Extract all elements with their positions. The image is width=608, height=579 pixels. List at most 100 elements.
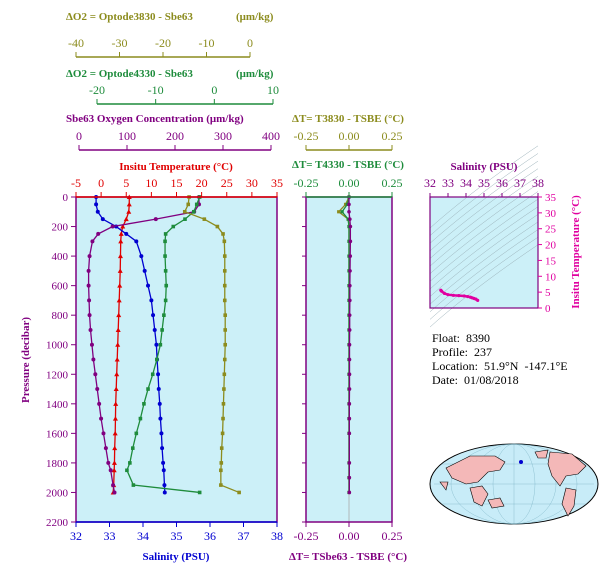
data-point-o2_4330 <box>131 483 136 487</box>
temperature-tick-label: 0 <box>98 176 104 190</box>
o2-4330-tick-label: 0 <box>211 83 217 97</box>
delta-t-point <box>347 416 352 421</box>
ts-temperature-tick-label: 35 <box>545 192 557 204</box>
pressure-tick-label: 1600 <box>46 428 69 440</box>
delta-t-point <box>347 357 352 362</box>
ts-point <box>466 294 470 299</box>
ts-isopycnal <box>429 236 539 320</box>
ts-salinity-tick-label: 35 <box>478 176 490 190</box>
o2-3830-tick-label: -40 <box>68 36 84 50</box>
data-point-temperature <box>112 416 118 421</box>
ts-salinity-tick-label: 37 <box>514 176 526 190</box>
data-point-sbe63 <box>111 483 116 488</box>
data-point-sbe63 <box>112 490 117 495</box>
data-point-sbe63 <box>153 217 158 222</box>
ts-temperature-tick-label: 5 <box>545 287 551 299</box>
data-point-salinity <box>142 268 147 273</box>
data-point-salinity <box>156 387 161 392</box>
data-point-temperature <box>126 209 132 214</box>
data-point-o2_4330 <box>171 224 176 229</box>
delta-t-point <box>347 313 352 317</box>
profile-date: Date: 01/08/2018 <box>432 373 519 387</box>
delta-t-point <box>348 239 353 244</box>
data-point-temperature <box>114 357 120 362</box>
salinity-tick-label: 32 <box>70 529 82 543</box>
pressure-tick-label: 800 <box>52 310 69 322</box>
salinity-axis-label: Salinity (PSU) <box>143 551 210 563</box>
data-point-salinity <box>139 254 144 259</box>
data-point-o2_4330 <box>158 342 163 347</box>
ts-salinity-axis-label: Salinity (PSU) <box>451 161 518 173</box>
salinity-tick-label: 37 <box>238 529 250 543</box>
o2-3830-tick-label: -30 <box>112 36 128 50</box>
data-point-salinity <box>124 231 129 236</box>
data-point-temperature <box>118 231 124 236</box>
dt-4330-tick-label: -0.25 <box>294 176 319 190</box>
data-point-o2_4330 <box>164 283 169 288</box>
pressure-tick-label: 600 <box>52 281 69 293</box>
o2-3830-tick-label: 0 <box>247 36 253 50</box>
data-point-salinity <box>100 217 105 222</box>
delta-t-point <box>348 217 352 221</box>
ts-salinity-tick-label: 33 <box>442 176 454 190</box>
sbe63-axis-label: Sbe63 Oxygen Concentration (μm/kg) <box>66 113 244 125</box>
data-point-o2_3830 <box>202 217 207 221</box>
data-point-o2_4330 <box>155 357 159 362</box>
data-point-sbe63 <box>95 387 100 392</box>
sbe63-tick-label: 300 <box>214 129 232 143</box>
temperature-tick-label: 35 <box>271 176 283 190</box>
data-point-o2_3830 <box>222 372 227 377</box>
data-point-o2_4330 <box>138 416 143 421</box>
data-point-temperature <box>117 268 123 273</box>
o2-4330-axis-unit: (μm/kg) <box>236 68 274 80</box>
pressure-tick-label: 400 <box>52 251 69 263</box>
ts-point <box>440 289 444 293</box>
delta-t-point <box>348 254 353 258</box>
temperature-tick-label: 25 <box>221 176 233 190</box>
data-point-temperature <box>123 216 129 222</box>
float-id: Float: 8390 <box>432 331 491 345</box>
ts-isopycnal <box>429 176 539 259</box>
ts-isopycnal <box>429 221 539 305</box>
data-point-sbe63 <box>101 431 106 436</box>
data-point-sbe63 <box>86 268 91 273</box>
data-point-salinity <box>95 209 100 214</box>
data-point-o2_3830 <box>223 342 228 347</box>
data-point-temperature <box>117 253 123 259</box>
dt-sbe63-tick-label: 0.25 <box>382 529 403 543</box>
data-point-sbe63 <box>91 357 96 362</box>
ts-salinity-tick-label: 34 <box>460 176 472 190</box>
data-point-sbe63 <box>110 224 115 229</box>
delta-t-point <box>347 402 352 406</box>
dt-4330-axis-label: ΔT= T4330 - TSBE (°C) <box>292 159 404 171</box>
ts-isopycnal <box>429 198 539 282</box>
delta-t-point <box>347 461 352 465</box>
ts-salinity-tick-label: 36 <box>496 176 508 190</box>
data-point-temperature <box>116 312 122 318</box>
temperature-tick-label: 30 <box>246 176 258 190</box>
delta-t-point <box>337 210 341 214</box>
data-point-o2_4330 <box>142 402 146 406</box>
data-point-temperature <box>115 342 121 347</box>
data-point-o2_3830 <box>221 232 225 236</box>
data-point-o2_3830 <box>221 402 226 406</box>
delta-t-point <box>347 490 352 495</box>
data-point-o2_3830 <box>222 239 227 244</box>
dt-4330-tick-label: 0.00 <box>339 176 360 190</box>
delta-t-point <box>347 475 352 480</box>
delta-t-point <box>347 209 351 214</box>
pressure-tick-label: 2000 <box>46 487 69 499</box>
data-point-o2_3830 <box>223 313 228 317</box>
data-point-sbe63 <box>99 416 104 421</box>
data-point-o2_4330 <box>163 232 168 236</box>
data-point-o2_4330 <box>163 298 168 303</box>
pressure-tick-label: 1200 <box>46 369 69 381</box>
data-point-salinity <box>154 342 159 347</box>
profile-number: Profile: 237 <box>432 345 492 359</box>
data-point-o2_4330 <box>130 446 135 450</box>
data-point-o2_4330 <box>192 209 196 214</box>
data-point-temperature <box>111 467 117 473</box>
data-point-salinity <box>156 372 161 377</box>
ts-isopycnal <box>429 160 539 244</box>
data-point-sbe63 <box>86 283 91 288</box>
